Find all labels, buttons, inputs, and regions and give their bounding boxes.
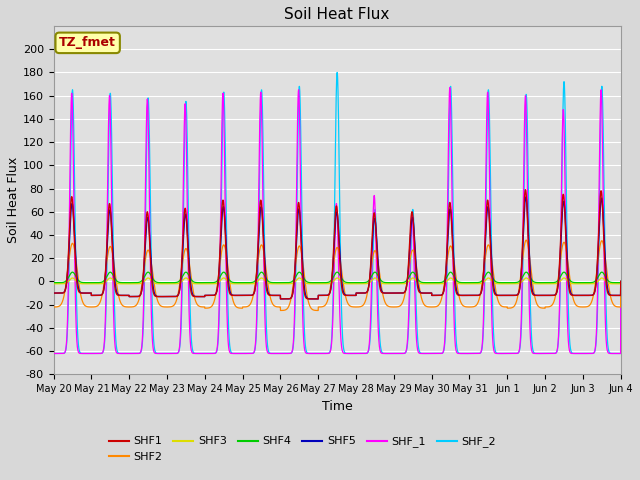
SHF_2 — [465, 350, 472, 356]
SHF3 — [465, 281, 472, 287]
SHF4 — [497, 280, 504, 286]
SHF4 — [68, 269, 76, 275]
SHF1 — [497, 292, 504, 298]
SHF2 — [617, 278, 625, 284]
SHF1 — [617, 278, 625, 284]
SHF_2 — [316, 350, 324, 356]
SHF_2 — [50, 350, 58, 356]
SHF5 — [465, 292, 472, 298]
SHF_2 — [428, 350, 435, 356]
SHF1 — [465, 292, 472, 298]
SHF1 — [50, 290, 58, 296]
SHF1 — [522, 187, 529, 192]
SHF5 — [617, 278, 625, 284]
Line: SHF3: SHF3 — [54, 278, 621, 284]
SHF3 — [617, 278, 625, 284]
SHF5 — [50, 290, 58, 296]
Line: SHF5: SHF5 — [54, 197, 621, 299]
SHF_1 — [446, 84, 454, 90]
SHF4 — [152, 279, 159, 285]
SHF4 — [616, 280, 624, 286]
Y-axis label: Soil Heat Flux: Soil Heat Flux — [7, 157, 20, 243]
SHF4 — [465, 280, 472, 286]
Text: TZ_fmet: TZ_fmet — [60, 36, 116, 49]
Line: SHF1: SHF1 — [54, 190, 621, 299]
SHF_1 — [86, 350, 94, 356]
SHF_2 — [497, 350, 504, 356]
SHF2 — [522, 237, 530, 243]
SHF2 — [276, 308, 284, 313]
SHF5 — [314, 296, 322, 302]
SHF5 — [522, 194, 530, 200]
SHF_1 — [152, 350, 159, 356]
X-axis label: Time: Time — [322, 400, 353, 413]
Line: SHF_2: SHF_2 — [54, 72, 621, 353]
SHF2 — [316, 304, 324, 310]
SHF3 — [68, 275, 76, 281]
Title: Soil Heat Flux: Soil Heat Flux — [284, 7, 390, 22]
SHF_1 — [497, 350, 504, 356]
SHF3 — [316, 281, 324, 287]
SHF4 — [433, 280, 441, 286]
SHF2 — [50, 304, 58, 310]
SHF_1 — [50, 350, 58, 356]
SHF1 — [433, 292, 441, 298]
SHF4 — [50, 280, 58, 286]
Line: SHF2: SHF2 — [54, 240, 621, 311]
SHF2 — [497, 302, 504, 308]
SHF_2 — [152, 349, 159, 355]
SHF_1 — [616, 350, 624, 356]
SHF1 — [152, 293, 159, 299]
SHF5 — [152, 293, 159, 299]
Legend: SHF1, SHF2, SHF3, SHF4, SHF5, SHF_1, SHF_2: SHF1, SHF2, SHF3, SHF4, SHF5, SHF_1, SHF… — [104, 432, 500, 467]
SHF_2 — [617, 278, 625, 284]
SHF3 — [152, 281, 159, 287]
SHF_1 — [465, 350, 472, 356]
SHF_2 — [433, 350, 441, 356]
SHF5 — [616, 292, 624, 298]
SHF5 — [433, 292, 441, 298]
SHF2 — [152, 289, 159, 295]
SHF3 — [497, 281, 504, 287]
SHF1 — [316, 292, 324, 298]
SHF1 — [314, 296, 322, 302]
SHF4 — [617, 278, 625, 284]
SHF_2 — [616, 350, 624, 356]
SHF5 — [497, 292, 504, 298]
SHF_1 — [433, 350, 441, 356]
SHF_1 — [316, 350, 324, 356]
SHF1 — [616, 292, 624, 298]
SHF2 — [433, 303, 441, 309]
SHF2 — [465, 304, 472, 310]
SHF3 — [433, 281, 441, 287]
SHF3 — [50, 281, 58, 287]
SHF4 — [316, 280, 324, 286]
Line: SHF_1: SHF_1 — [54, 87, 621, 353]
SHF3 — [616, 281, 624, 287]
SHF_1 — [617, 278, 625, 284]
SHF2 — [616, 304, 624, 310]
SHF5 — [316, 292, 324, 298]
Line: SHF4: SHF4 — [54, 272, 621, 283]
SHF_2 — [333, 70, 341, 75]
